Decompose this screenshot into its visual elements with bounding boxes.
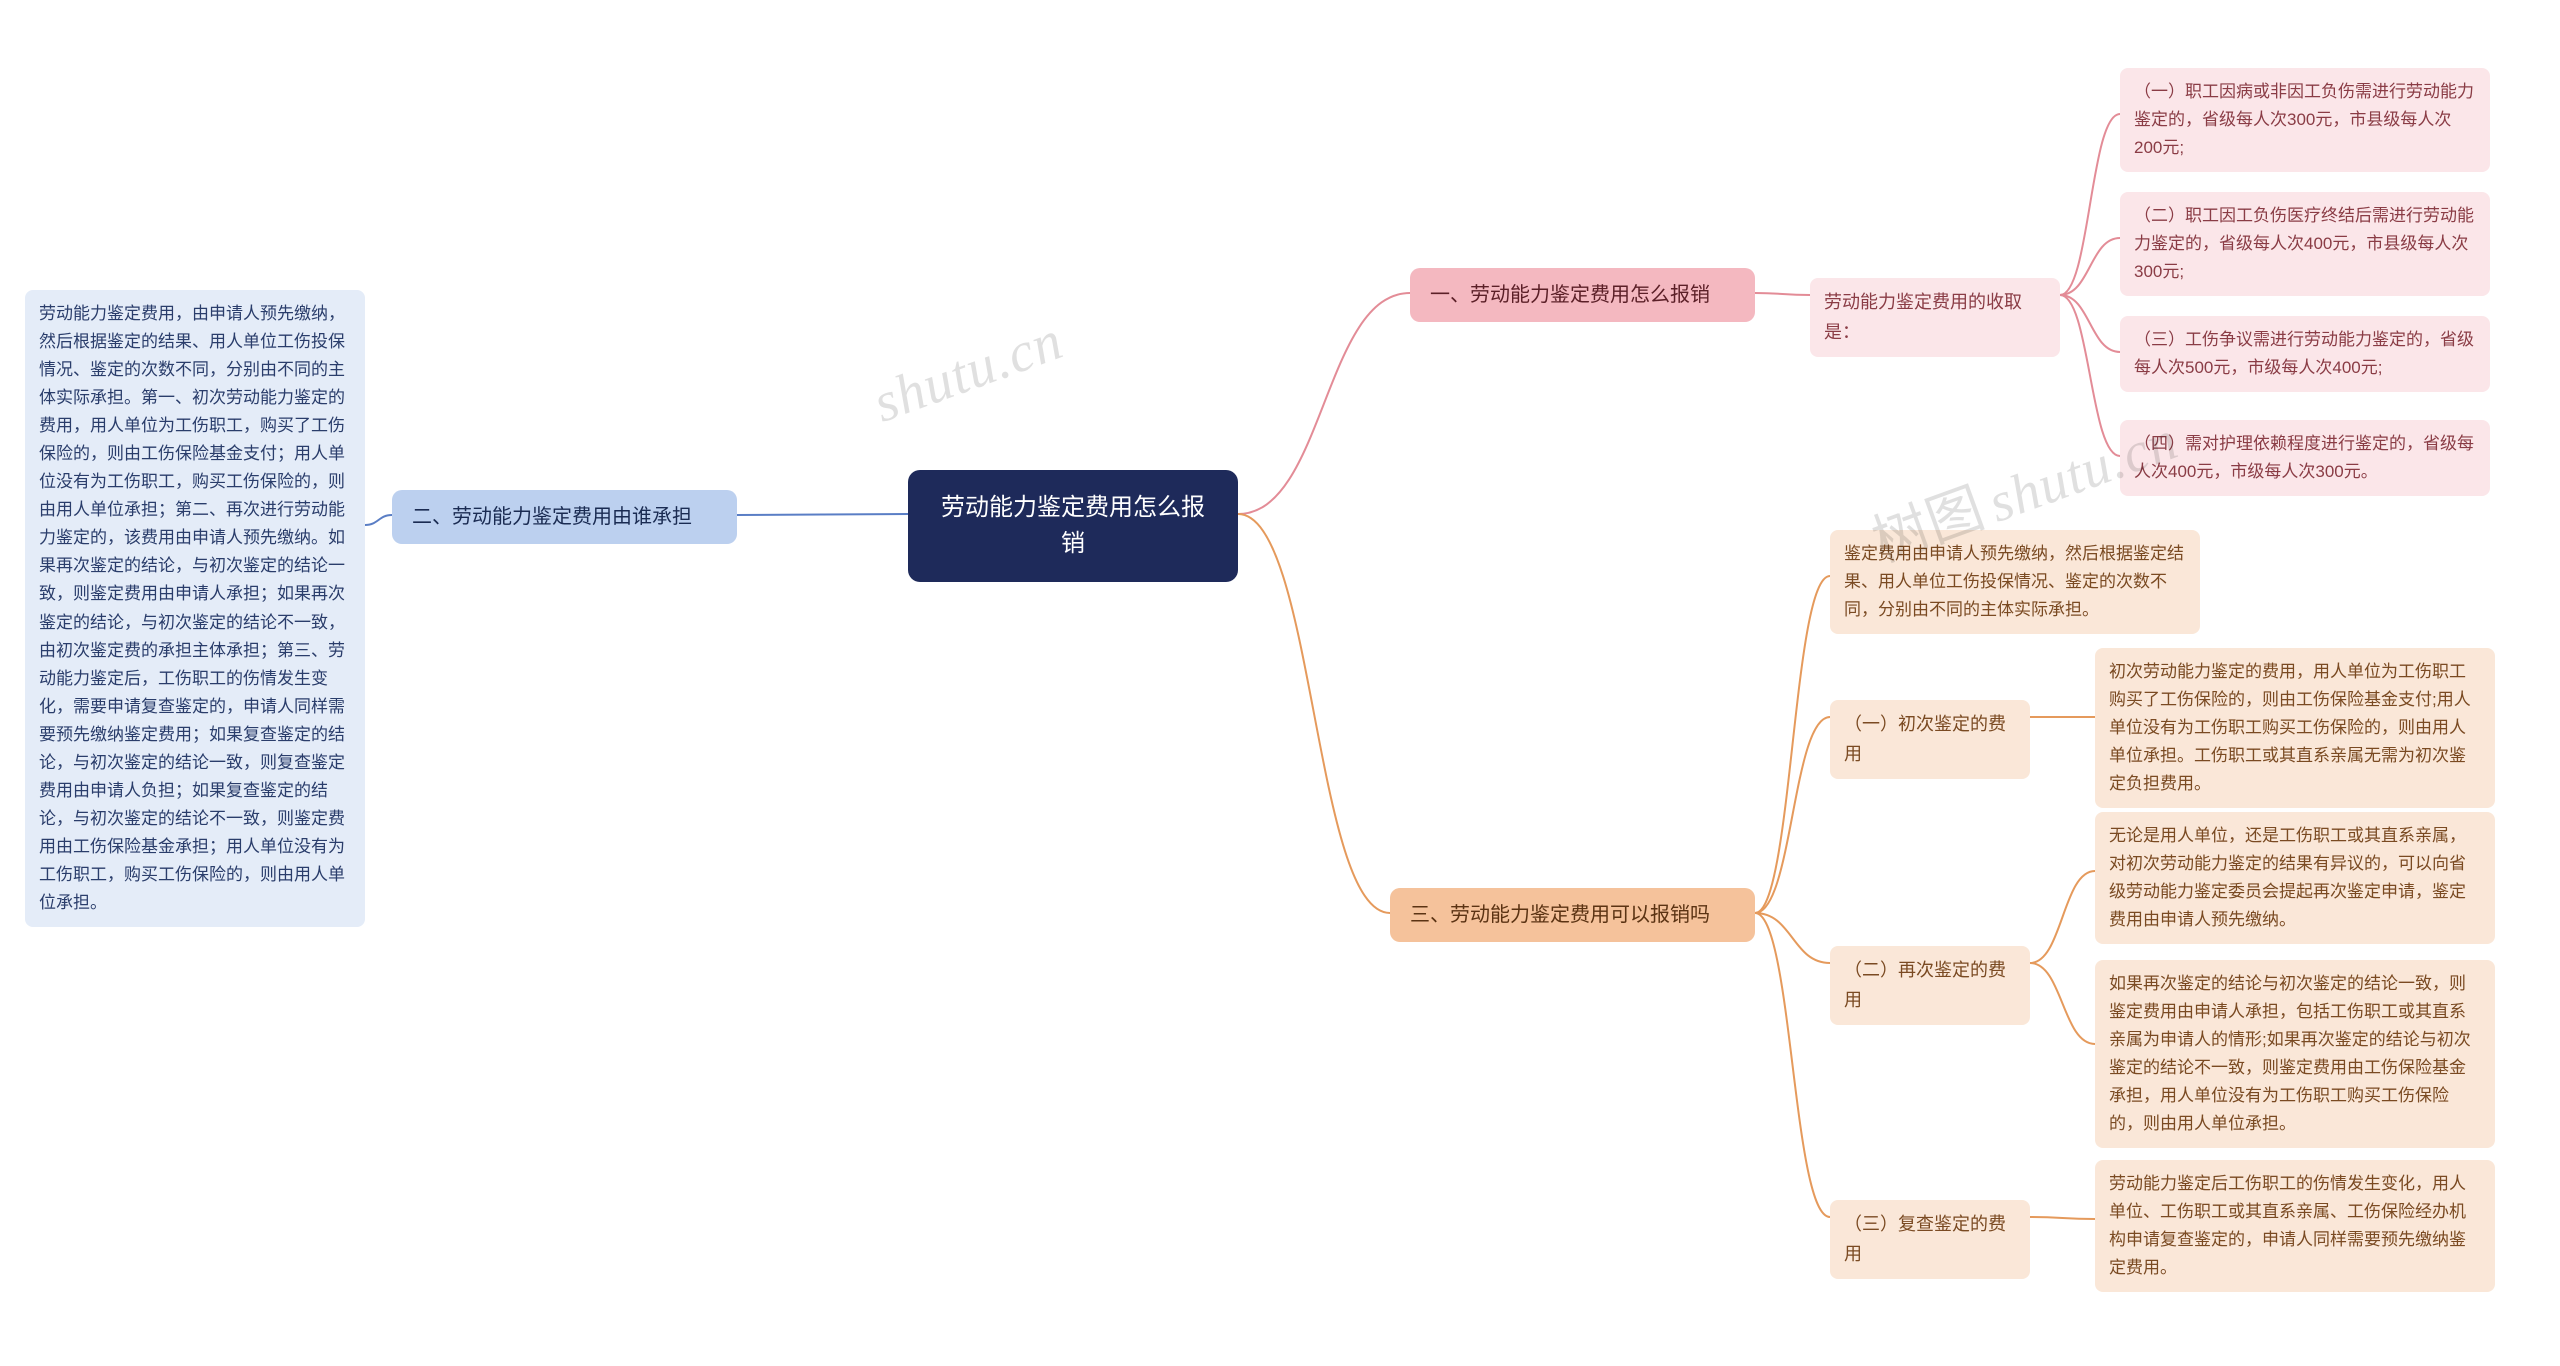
section-1-item-3: （三）工伤争议需进行劳动能力鉴定的，省级每人次500元，市级每人次400元; bbox=[2120, 316, 2490, 392]
section-3-sub-3-label: （三）复查鉴定的费用 bbox=[1830, 1200, 2030, 1279]
root-node: 劳动能力鉴定费用怎么报销 bbox=[908, 470, 1238, 582]
branch-section-1: 一、劳动能力鉴定费用怎么报销 bbox=[1410, 268, 1755, 322]
section-1-item-4-text: （四）需对护理依赖程度进行鉴定的，省级每人次400元，市级每人次300元。 bbox=[2134, 434, 2474, 481]
section-3-sub-2-detail-a: 无论是用人单位，还是工伤职工或其直系亲属，对初次劳动能力鉴定的结果有异议的，可以… bbox=[2095, 812, 2495, 944]
section-3-sub-3-detail: 劳动能力鉴定后工伤职工的伤情发生变化，用人单位、工伤职工或其直系亲属、工伤保险经… bbox=[2095, 1160, 2495, 1292]
branch-2-label: 二、劳动能力鉴定费用由谁承担 bbox=[412, 506, 692, 528]
section-1-item-1: （一）职工因病或非因工负伤需进行劳动能力鉴定的，省级每人次300元，市县级每人次… bbox=[2120, 68, 2490, 172]
section-3-intro-text: 鉴定费用由申请人预先缴纳，然后根据鉴定结果、用人单位工伤投保情况、鉴定的次数不同… bbox=[1844, 544, 2184, 619]
section-1-item-2-text: （二）职工因工负伤医疗终结后需进行劳动能力鉴定的，省级每人次400元，市县级每人… bbox=[2134, 206, 2474, 281]
root-label: 劳动能力鉴定费用怎么报销 bbox=[941, 494, 1205, 557]
section-3-sub-1-label: （一）初次鉴定的费用 bbox=[1830, 700, 2030, 779]
section-2-detail: 劳动能力鉴定费用，由申请人预先缴纳，然后根据鉴定的结果、用人单位工伤投保情况、鉴… bbox=[25, 290, 365, 927]
section-3-sub-2-label: （二）再次鉴定的费用 bbox=[1830, 946, 2030, 1025]
section-3-intro: 鉴定费用由申请人预先缴纳，然后根据鉴定结果、用人单位工伤投保情况、鉴定的次数不同… bbox=[1830, 530, 2200, 634]
section-2-text: 劳动能力鉴定费用，由申请人预先缴纳，然后根据鉴定的结果、用人单位工伤投保情况、鉴… bbox=[39, 304, 345, 912]
watermark: shutu.cn bbox=[865, 308, 1071, 435]
section-1-sub: 劳动能力鉴定费用的收取是： bbox=[1810, 278, 2060, 357]
section-1-item-2: （二）职工因工负伤医疗终结后需进行劳动能力鉴定的，省级每人次400元，市县级每人… bbox=[2120, 192, 2490, 296]
section-1-item-4: （四）需对护理依赖程度进行鉴定的，省级每人次400元，市级每人次300元。 bbox=[2120, 420, 2490, 496]
section-3-sub-2-detail-b: 如果再次鉴定的结论与初次鉴定的结论一致，则鉴定费用由申请人承担，包括工伤职工或其… bbox=[2095, 960, 2495, 1148]
section-1-item-3-text: （三）工伤争议需进行劳动能力鉴定的，省级每人次500元，市级每人次400元; bbox=[2134, 330, 2474, 377]
branch-section-3: 三、劳动能力鉴定费用可以报销吗 bbox=[1390, 888, 1755, 942]
section-3-sub-1-detail: 初次劳动能力鉴定的费用，用人单位为工伤职工购买了工伤保险的，则由工伤保险基金支付… bbox=[2095, 648, 2495, 808]
branch-1-label: 一、劳动能力鉴定费用怎么报销 bbox=[1430, 284, 1710, 306]
branch-3-label: 三、劳动能力鉴定费用可以报销吗 bbox=[1410, 904, 1710, 926]
section-1-item-1-text: （一）职工因病或非因工负伤需进行劳动能力鉴定的，省级每人次300元，市县级每人次… bbox=[2134, 82, 2474, 157]
section-1-sub-label: 劳动能力鉴定费用的收取是： bbox=[1824, 292, 2022, 342]
branch-section-2: 二、劳动能力鉴定费用由谁承担 bbox=[392, 490, 737, 544]
